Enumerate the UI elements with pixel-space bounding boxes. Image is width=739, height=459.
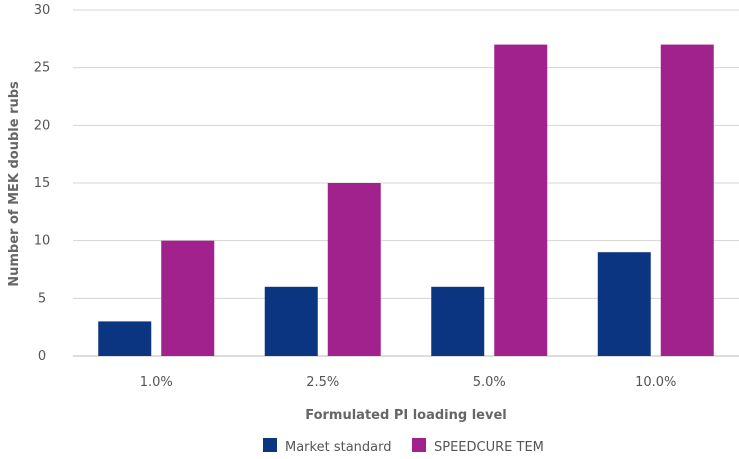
x-axis-title: Formulated PI loading level (305, 408, 507, 423)
legend: Market standard SPEEDCURE TEM (263, 438, 544, 455)
y-axis-title: Number of MEK double rubs (7, 81, 22, 287)
x-tick-labels: 1.0% 2.5% 5.0% 10.0% (140, 375, 677, 390)
legend-label-market-standard: Market standard (285, 440, 391, 455)
bar-market-standard-2 (431, 286, 485, 356)
bar-market-standard-0 (98, 321, 152, 356)
bars (98, 44, 714, 356)
x-tick-label: 1.0% (140, 375, 173, 390)
y-tick-label: 30 (34, 3, 51, 18)
bar-market-standard-3 (597, 252, 651, 356)
y-tick-label: 25 (34, 61, 51, 76)
x-tick-label: 2.5% (306, 375, 339, 390)
y-tick-label: 10 (34, 234, 51, 249)
legend-label-speedcure-tem: SPEEDCURE TEM (434, 440, 544, 455)
bar-speedcure-tem-0 (161, 240, 215, 356)
x-tick-label: 5.0% (473, 375, 506, 390)
bar-speedcure-tem-3 (660, 44, 714, 356)
legend-swatch-speedcure-tem (412, 438, 426, 452)
y-tick-label: 5 (38, 291, 46, 306)
y-tick-label: 15 (34, 176, 51, 191)
x-tick-label: 10.0% (635, 375, 676, 390)
bar-speedcure-tem-2 (494, 44, 548, 356)
bar-market-standard-1 (264, 286, 318, 356)
bar-speedcure-tem-1 (327, 183, 381, 356)
y-tick-labels: 0 5 10 15 20 25 30 (34, 3, 51, 364)
y-tick-label: 0 (38, 349, 46, 364)
legend-swatch-market-standard (263, 438, 277, 452)
y-tick-label: 20 (34, 118, 51, 133)
